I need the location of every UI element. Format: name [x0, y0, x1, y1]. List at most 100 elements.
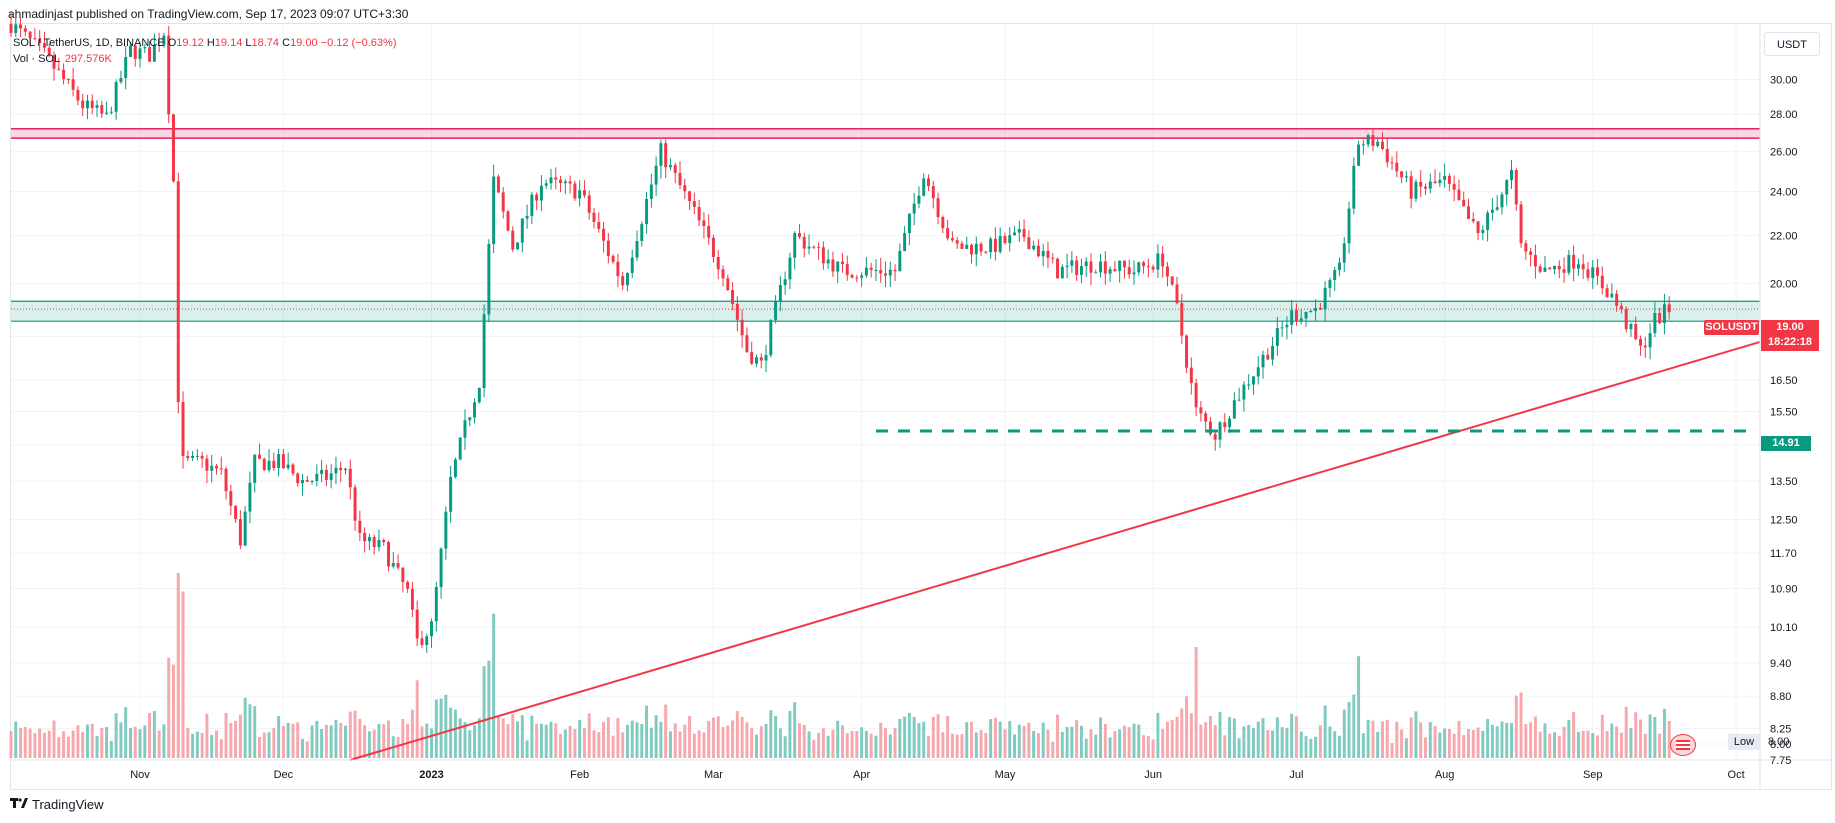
x-tick-label: Jul — [1289, 769, 1303, 781]
low-label: Low — [1728, 734, 1760, 750]
candle-body — [363, 532, 367, 542]
volume-bar — [463, 722, 467, 758]
volume-bar — [171, 664, 175, 758]
volume-bar — [449, 707, 453, 758]
candle-body — [57, 68, 61, 70]
us-flag-icon[interactable] — [1670, 734, 1696, 756]
candle-body — [1151, 266, 1155, 270]
volume-bar — [224, 712, 228, 758]
volume-bar — [453, 709, 457, 758]
candle-body — [157, 44, 161, 46]
volume-bar — [549, 721, 553, 758]
candle-body — [128, 45, 132, 57]
volume-bar — [1156, 712, 1160, 758]
candle-body — [1553, 265, 1556, 270]
candle-body — [1500, 194, 1504, 208]
tradingview-logo-icon — [10, 797, 28, 812]
volume-bar — [1142, 735, 1146, 758]
candle-body — [138, 48, 142, 59]
volume-bar — [406, 723, 410, 758]
volume-bar — [353, 710, 357, 758]
candle-body — [1395, 162, 1399, 172]
candle-body — [1600, 275, 1604, 289]
candle-body — [162, 35, 166, 45]
y-tick-label: 9.40 — [1770, 658, 1791, 670]
candle-body — [1247, 384, 1251, 386]
legend-symbol[interactable]: SOL / TetherUS, 1D, BINANCE — [13, 37, 165, 49]
candle-body — [869, 267, 873, 271]
volume-bar — [1404, 738, 1408, 758]
volume-bar — [1557, 735, 1561, 758]
currency-unit-button[interactable]: USDT — [1764, 32, 1820, 56]
candle-body — [487, 244, 491, 315]
volume-bar — [726, 725, 730, 758]
candle-body — [678, 173, 682, 186]
candle-body — [817, 246, 821, 248]
candle-body — [1529, 251, 1533, 255]
volume-bar — [1113, 731, 1117, 758]
volume-bar — [1510, 723, 1513, 758]
candle-body — [1653, 312, 1657, 334]
candle-body — [912, 203, 916, 214]
volume-bar — [1409, 717, 1413, 758]
volume-bar — [81, 731, 85, 758]
candle-body — [1051, 257, 1055, 259]
candle-body — [1486, 212, 1490, 230]
volume-bar — [1232, 718, 1236, 758]
volume-bar — [377, 724, 381, 758]
candle-body — [1232, 400, 1236, 419]
x-tick-label: 2023 — [419, 769, 443, 781]
volume-bar — [1165, 721, 1169, 758]
volume-bar — [1299, 731, 1303, 758]
volume-bar — [315, 720, 319, 758]
candle-body — [1562, 269, 1566, 273]
candle-body — [750, 352, 754, 364]
candle-body — [477, 387, 481, 403]
volume-bar — [253, 706, 257, 758]
volume-bar — [1213, 725, 1217, 758]
volume-bar — [688, 716, 692, 758]
volume-bar — [1605, 731, 1609, 758]
tradingview-brand[interactable]: TradingView — [10, 797, 104, 812]
volume-bar — [1333, 731, 1337, 758]
volume-bar — [85, 724, 89, 758]
candle-body — [1170, 276, 1174, 285]
candle-body — [1610, 293, 1614, 298]
volume-bar — [344, 725, 347, 758]
candle-body — [19, 24, 23, 29]
x-tick-label: Sep — [1583, 769, 1603, 781]
candle-body — [1213, 434, 1217, 440]
candle-body — [420, 638, 424, 646]
volume-bar — [659, 721, 663, 758]
candle-body — [831, 259, 835, 272]
candle-body — [210, 465, 214, 471]
candle-body — [463, 420, 467, 438]
volume-bar — [176, 573, 180, 758]
candle-body — [100, 105, 104, 114]
candle-body — [444, 511, 448, 549]
volume-bar — [1175, 716, 1179, 758]
legend-volume-label[interactable]: Vol · SOL — [13, 53, 60, 65]
candle-body — [941, 217, 945, 229]
candle-body — [965, 244, 969, 249]
candle-body — [42, 43, 46, 48]
volume-bar — [334, 719, 338, 758]
volume-bar — [1357, 656, 1361, 758]
candle-body — [1624, 309, 1628, 330]
volume-bar — [162, 724, 166, 758]
x-tick-label: Feb — [570, 769, 589, 781]
volume-bar — [138, 729, 142, 758]
candle-body — [850, 274, 854, 278]
volume-bar — [1099, 717, 1103, 758]
candle-body — [1175, 284, 1179, 304]
candle-body — [224, 468, 228, 492]
candle-body — [492, 176, 496, 245]
candle-body — [1003, 236, 1007, 243]
volume-bar — [105, 727, 109, 758]
volume-bar — [683, 724, 687, 758]
candle-body — [793, 233, 797, 258]
volume-bar — [783, 736, 787, 758]
volume-bar — [1022, 725, 1026, 758]
candle-body — [1208, 421, 1212, 435]
